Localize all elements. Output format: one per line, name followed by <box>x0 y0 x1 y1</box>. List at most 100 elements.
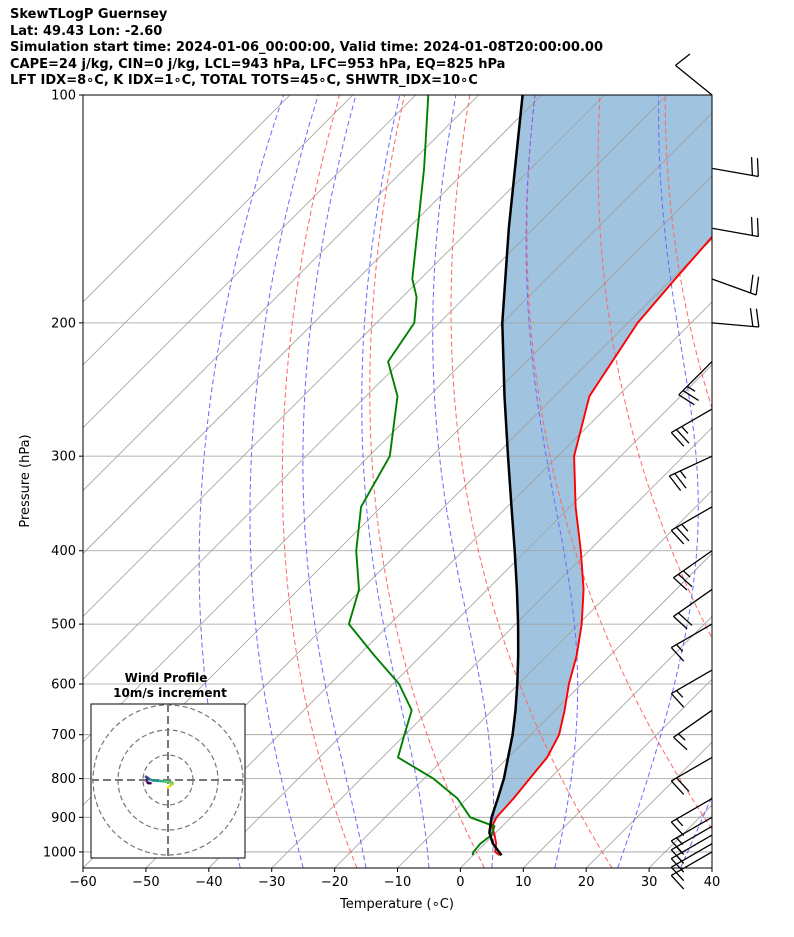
barb-flag <box>670 529 685 545</box>
barb-flag <box>673 615 688 630</box>
wind-barb <box>673 588 713 630</box>
barb-flag <box>750 157 754 176</box>
x-tick-label: 10 <box>515 875 532 890</box>
barb-flag <box>682 390 699 402</box>
barb-flag <box>676 777 690 792</box>
barb-flag <box>668 475 682 492</box>
moist-adiabat-line <box>680 795 712 868</box>
barb-staff <box>673 709 713 738</box>
parcel-line <box>488 95 524 856</box>
temperature-line <box>491 235 712 856</box>
wind-barb <box>673 550 713 591</box>
barb-staff <box>670 834 713 860</box>
barb-staff <box>670 825 713 851</box>
barb-flag <box>756 158 759 177</box>
isotherm-line <box>711 867 712 868</box>
barb-flag <box>670 432 685 447</box>
x-tick-label: −50 <box>132 875 159 890</box>
y-tick-label: 600 <box>51 678 76 693</box>
barb-flag <box>674 473 687 489</box>
dry-adiabat-line <box>281 95 358 868</box>
barb-flag <box>678 394 695 406</box>
isotherm-line <box>460 615 712 868</box>
dewpoint-line <box>347 95 496 856</box>
wind-barb <box>670 843 713 882</box>
moist-adiabat-line <box>198 95 285 868</box>
barb-half-flag <box>679 470 687 479</box>
barb-staff <box>670 669 713 695</box>
barb-staff <box>673 550 713 579</box>
chart-header: SkewTLogP Guernsey Lat: 49.43 Lon: -2.60… <box>10 7 603 90</box>
isotherm-line <box>523 678 712 868</box>
barb-half-flag <box>686 385 696 392</box>
hodograph-title: Wind Profile <box>125 671 208 685</box>
y-tick-label: 200 <box>51 316 76 331</box>
wind-barb <box>711 157 759 178</box>
barb-flag <box>670 693 685 708</box>
barb-flag <box>755 308 760 328</box>
dry-adiabat-line <box>450 95 613 868</box>
barb-flag <box>670 647 685 662</box>
x-tick-label: −20 <box>321 875 348 890</box>
barb-staff <box>670 843 713 868</box>
barb-flag <box>670 875 685 890</box>
wind-barb <box>670 825 713 864</box>
barb-flag <box>676 429 690 444</box>
wind-barb <box>670 506 713 545</box>
isotherm-line <box>397 552 712 868</box>
barb-staff <box>675 64 713 96</box>
moist-adiabat-line <box>525 95 579 868</box>
moist-adiabat-line <box>617 95 699 868</box>
isotherm-line <box>83 112 712 743</box>
location-line: Lat: 49.43 Lon: -2.60 <box>10 23 163 39</box>
x-axis-label: Temperature (∘C) <box>339 897 454 912</box>
plot-area <box>83 95 794 868</box>
axes: −60 −50 −40 −30 −20 −10 0 10 20 30 40 100 200 300 400 5… <box>43 89 720 891</box>
barb-flag <box>755 276 760 296</box>
chart-title: SkewTLogP Guernsey <box>10 7 168 22</box>
x-tick-label: −40 <box>195 875 222 890</box>
wind-barb <box>670 834 713 873</box>
dry-adiabat-line <box>526 95 712 830</box>
barb-flag <box>676 526 690 542</box>
barb-staff <box>711 167 759 178</box>
barb-flag <box>750 216 754 236</box>
barb-half-flag <box>676 818 684 827</box>
barb-staff <box>670 756 713 782</box>
dry-adiabat-line <box>730 95 794 868</box>
barb-staff <box>670 851 713 877</box>
barb-half-flag <box>681 426 689 434</box>
wind-barb <box>670 669 713 708</box>
moist-adiabat-line <box>302 95 367 868</box>
x-tick-label: −30 <box>258 875 285 890</box>
wind-barb <box>670 797 713 837</box>
x-tick-label: 40 <box>704 875 721 890</box>
isotherm-line <box>83 95 354 366</box>
moist-adiabat-line <box>361 95 430 868</box>
y-tick-label: 700 <box>51 728 76 743</box>
wind-barb <box>673 709 713 751</box>
y-tick-label: 800 <box>51 772 76 787</box>
barb-staff <box>711 322 759 328</box>
y-tick-label: 500 <box>51 618 76 633</box>
isotherm-line <box>83 95 291 303</box>
barb-staff <box>670 506 713 531</box>
barb-staff <box>711 278 757 296</box>
isotherm-line <box>208 364 712 868</box>
wind-barbs <box>668 53 760 890</box>
barb-flag <box>670 780 685 795</box>
moist-adiabat-line <box>432 95 495 868</box>
wind-barb <box>670 623 713 662</box>
barb-staff <box>670 816 713 842</box>
wind-barb <box>670 816 713 855</box>
wind-barb <box>678 361 713 406</box>
isotherm-line <box>83 95 479 492</box>
y-tick-label: 1000 <box>43 845 76 860</box>
barb-half-flag <box>682 570 691 578</box>
barb-flag <box>756 218 759 237</box>
moist-adiabat-line <box>249 95 319 868</box>
simulation-time-line: Simulation start time: 2024-01-06_00:00:… <box>10 40 603 56</box>
barb-staff <box>669 455 713 477</box>
barb-half-flag <box>677 733 686 741</box>
barb-staff <box>711 227 759 238</box>
